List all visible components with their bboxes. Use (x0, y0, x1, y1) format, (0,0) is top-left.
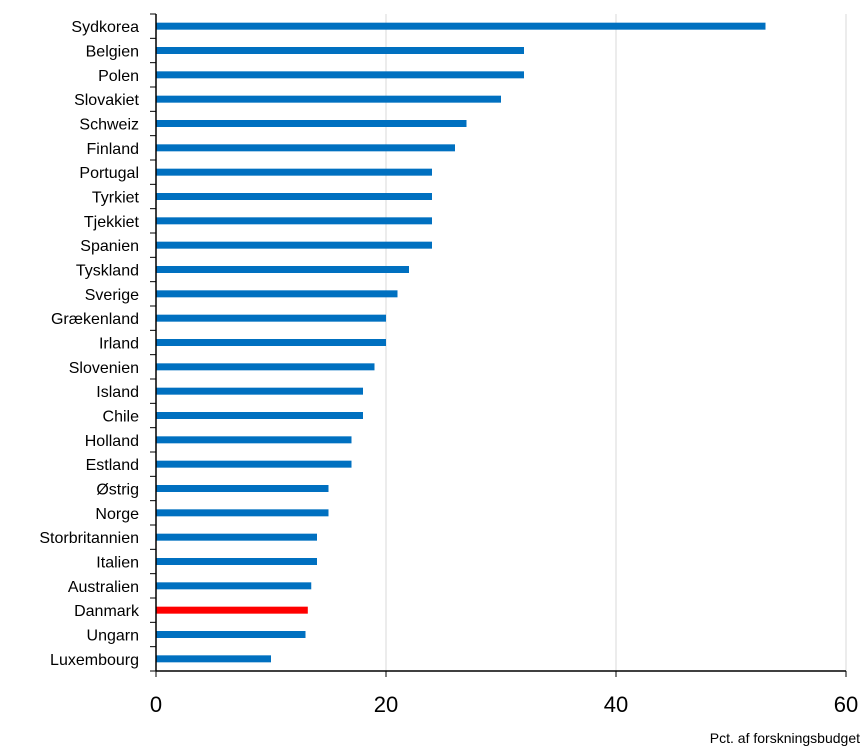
bar-slovakiet (156, 95, 501, 103)
bar-belgien (156, 47, 524, 54)
bar-sydkorea (156, 22, 766, 30)
category-label: Danmark (74, 603, 140, 620)
category-label: Østrig (96, 482, 139, 499)
bar-holland (156, 436, 352, 444)
bar-portugal (156, 168, 432, 176)
bar-chile (156, 412, 363, 419)
category-label: Schweiz (79, 117, 139, 134)
x-tick-label: 60 (834, 692, 858, 717)
category-label: Ungarn (87, 628, 139, 645)
bar-finland (156, 144, 455, 152)
bar-estland (156, 460, 352, 468)
category-label: Tyrkiet (92, 190, 140, 207)
bar-ungarn (156, 631, 306, 638)
category-label: Slovenien (69, 360, 139, 377)
bar-norge (156, 509, 329, 517)
bar-luxembourg (156, 655, 271, 663)
bar-grækenland (156, 314, 386, 322)
x-tick-label: 40 (604, 692, 628, 717)
grid-lines (385, 14, 847, 671)
category-label: Grækenland (51, 311, 139, 328)
category-label: Luxembourg (50, 652, 139, 669)
bar-australien (156, 582, 312, 590)
bar-slovenien (156, 363, 375, 371)
category-label: Irland (99, 336, 139, 353)
bar-island (156, 387, 363, 395)
category-labels: Sydkorea Belgien Polen Slovakiet Schweiz Finl… (39, 19, 140, 669)
category-label: Polen (98, 68, 139, 85)
category-label: Sverige (85, 287, 139, 304)
bar-tyskland (156, 266, 409, 273)
bar-danmark (156, 606, 308, 614)
category-label: Slovakiet (74, 92, 139, 109)
axes: 0 20 40 60 (150, 13, 858, 717)
bar-tjekkiet (156, 217, 432, 225)
bars (156, 22, 766, 663)
bar-spanien (156, 241, 432, 249)
category-label: Storbritannien (39, 530, 139, 547)
category-label: Australien (68, 579, 139, 596)
bar-italien (156, 558, 317, 565)
bar-storbritannien (156, 533, 317, 541)
category-label: Tyskland (76, 263, 139, 280)
bar-sverige (156, 290, 398, 298)
category-label: Italien (96, 555, 139, 572)
category-label: Belgien (86, 44, 139, 61)
category-label: Sydkorea (71, 19, 139, 36)
category-label: Spanien (80, 238, 139, 255)
category-label: Island (96, 384, 139, 401)
bar-tyrkiet (156, 193, 432, 200)
bar-polen (156, 71, 524, 79)
bar-østrig (156, 485, 329, 492)
category-label: Portugal (79, 165, 139, 182)
x-axis-title: Pct. af forskningsbudget (710, 730, 860, 746)
bar-irland (156, 339, 386, 346)
category-label: Tjekkiet (84, 214, 140, 231)
category-label: Estland (86, 457, 139, 474)
category-label: Holland (85, 433, 139, 450)
bar-schweiz (156, 120, 467, 127)
x-tick-label: 0 (150, 692, 162, 717)
category-label: Finland (87, 141, 139, 158)
x-tick-label: 20 (374, 692, 398, 717)
category-label: Chile (103, 409, 140, 426)
category-label: Norge (95, 506, 139, 523)
